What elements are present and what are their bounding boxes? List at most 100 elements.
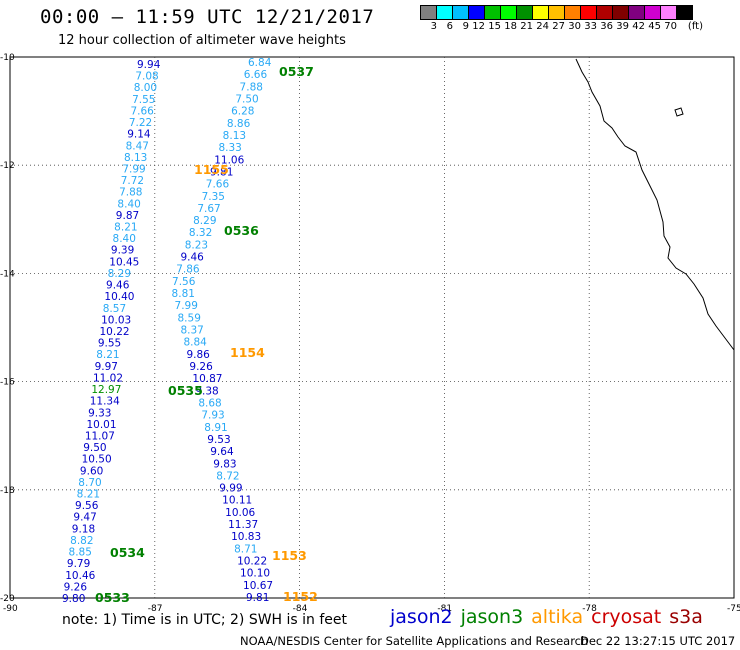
swh-value: 9.26 (189, 361, 213, 373)
swh-value: 10.67 (243, 580, 273, 592)
swh-value: 9.18 (72, 523, 95, 535)
legend-s3a: s3a (669, 606, 703, 628)
lat-tick-label: -10 (0, 53, 15, 63)
swh-value: 9.46 (106, 280, 130, 292)
swh-value: 10.46 (65, 570, 95, 582)
swh-value: 9.46 (180, 252, 204, 264)
swh-value: 7.99 (175, 300, 198, 312)
lon-tick-label: -90 (3, 604, 18, 614)
footer-note: note: 1) Time is in UTC; 2) SWH is in fe… (62, 612, 348, 628)
lon-tick-label: -84 (293, 604, 308, 614)
colorbar-label: 33 (584, 21, 597, 32)
swh-value: 7.67 (197, 203, 220, 215)
swh-value: 10.10 (240, 568, 270, 580)
swh-value: 9.33 (88, 407, 111, 419)
colorbar-label: 9 (462, 21, 469, 32)
swh-value: 9.80 (62, 593, 85, 605)
swh-value: 8.84 (183, 337, 207, 349)
lat-tick-label: -14 (0, 269, 15, 279)
pass-time-label: 0535 (168, 383, 203, 398)
swh-value: 7.66 (206, 179, 230, 191)
swh-value: 8.21 (114, 222, 137, 234)
swh-value: 9.38 (195, 385, 218, 397)
swh-value: 9.14 (127, 129, 151, 141)
swh-value: 9.86 (186, 349, 210, 361)
swh-value: 10.01 (86, 419, 116, 431)
swh-value: 9.53 (207, 434, 230, 446)
footer-credit: NOAA/NESDIS Center for Satellite Applica… (240, 634, 589, 648)
swh-value: 9.81 (210, 166, 233, 178)
swh-value: 7.93 (201, 410, 224, 422)
colorbar-label: 27 (552, 21, 565, 32)
swh-value: 10.50 (82, 454, 112, 466)
coastline (575, 58, 735, 351)
swh-value: 10.03 (101, 314, 131, 326)
swh-value: 8.29 (193, 215, 216, 227)
colorbar-label: 42 (632, 21, 645, 32)
swh-value: 9.79 (67, 558, 90, 570)
swh-value: 8.81 (172, 288, 195, 300)
swh-value: 8.40 (113, 233, 136, 245)
lon-tick-label: -87 (148, 604, 163, 614)
swh-value: 7.55 (132, 94, 155, 106)
swh-value: 7.56 (172, 276, 196, 288)
swh-value: 8.13 (223, 130, 246, 142)
swh-value: 10.22 (237, 556, 267, 568)
swh-value: 7.50 (235, 93, 258, 105)
pass-time-label: 1152 (283, 589, 318, 604)
swh-value: 8.21 (96, 349, 119, 361)
swh-value: 8.82 (70, 535, 93, 547)
swh-value: 7.08 (135, 71, 158, 83)
swh-value: 8.86 (227, 118, 251, 130)
swh-value: 9.97 (95, 361, 118, 373)
swh-value: 8.33 (218, 142, 241, 154)
swh-value: 7.66 (130, 105, 154, 117)
lon-tick-label: -81 (437, 604, 452, 614)
colorbar-label: 45 (648, 21, 661, 32)
swh-value: 8.13 (124, 152, 147, 164)
swh-value: 8.23 (185, 239, 208, 251)
swh-value: 10.45 (109, 256, 139, 268)
swh-value: 8.57 (103, 303, 126, 315)
swh-value: 8.29 (108, 268, 131, 280)
swh-value: 9.26 (64, 581, 88, 593)
swh-value: 8.21 (77, 489, 100, 501)
swh-value: 10.22 (100, 326, 130, 338)
pass-time-label: 1153 (272, 548, 307, 563)
map-frame (9, 56, 735, 599)
pass-time-label: 0533 (95, 590, 130, 605)
swh-value: 8.47 (126, 140, 149, 152)
legend-altika: altika (531, 606, 584, 628)
colorbar-label: 18 (504, 21, 517, 32)
swh-value: 7.35 (202, 191, 225, 203)
swh-value: 11.37 (228, 519, 258, 531)
swh-value: 9.87 (116, 210, 139, 222)
pass-time-label: 0534 (110, 545, 145, 560)
pass-time-label: 0537 (279, 64, 314, 79)
swh-value: 11.02 (93, 372, 123, 384)
lat-tick-label: -18 (0, 486, 15, 496)
island (674, 107, 684, 117)
colorbar-label: 3 (430, 21, 437, 32)
swh-value: 8.32 (189, 227, 212, 239)
swh-value: 6.84 (248, 57, 272, 69)
swh-value: 8.40 (117, 198, 140, 210)
swh-value: 9.55 (98, 338, 121, 350)
legend-jason2: jason2 (390, 606, 453, 628)
swh-value: 12.97 (91, 384, 121, 396)
pass-time-label: 1155 (194, 162, 229, 177)
satellite-legend: jason2 jason3 altika cryosat s3a (390, 606, 711, 628)
colorbar-label: 70 (664, 21, 677, 32)
swh-value: 9.64 (210, 446, 234, 458)
swh-value: 9.56 (75, 500, 99, 512)
lat-tick-label: -12 (0, 161, 15, 171)
swh-value: 10.87 (192, 373, 222, 385)
colorbar-unit: (ft) (687, 21, 703, 32)
colorbar-label: 21 (520, 21, 533, 32)
swh-value: 7.72 (121, 175, 144, 187)
swh-value: 8.72 (216, 470, 239, 482)
pass-time-label: 1154 (230, 345, 265, 360)
footer-timestamp: Dec 22 13:27:15 UTC 2017 (580, 634, 736, 648)
swh-value: 8.59 (178, 312, 201, 324)
